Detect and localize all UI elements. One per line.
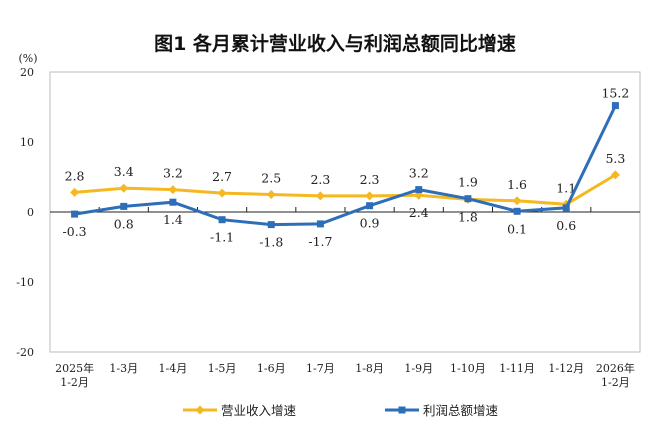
data-point bbox=[119, 183, 129, 193]
data-label: 2.7 bbox=[212, 169, 232, 184]
x-tick-label: 1-2月 bbox=[601, 376, 630, 389]
data-label: 1.4 bbox=[163, 212, 183, 227]
data-point bbox=[169, 198, 177, 206]
data-point bbox=[217, 188, 227, 198]
x-tick-label: 1-8月 bbox=[355, 362, 384, 375]
data-point bbox=[120, 202, 128, 210]
data-label: 2.8 bbox=[65, 168, 85, 183]
y-tick-label: -10 bbox=[16, 276, 34, 289]
data-point bbox=[365, 191, 375, 201]
y-tick-label: 0 bbox=[27, 206, 34, 219]
data-label: 0.8 bbox=[114, 216, 134, 231]
y-tick-label: 20 bbox=[20, 66, 34, 79]
legend-label: 营业收入增速 bbox=[221, 403, 297, 418]
x-tick-label: 1-9月 bbox=[404, 362, 433, 375]
data-point bbox=[464, 195, 472, 203]
chart-title: 图1 各月累计营业收入与利润总额同比增速 bbox=[154, 32, 516, 55]
data-label: 0.6 bbox=[556, 218, 576, 233]
data-label: 2.5 bbox=[261, 171, 281, 186]
data-label: -1.8 bbox=[259, 235, 283, 250]
series-line-1 bbox=[74, 104, 617, 227]
data-label: 1.1 bbox=[556, 180, 576, 195]
data-label: 2.3 bbox=[360, 172, 380, 187]
data-label: 15.2 bbox=[601, 86, 629, 101]
data-point bbox=[366, 202, 374, 210]
data-label: 3.2 bbox=[409, 166, 429, 181]
legend-marker bbox=[195, 405, 205, 415]
x-tick-label: 1-10月 bbox=[450, 362, 486, 375]
x-tick-label: 1-4月 bbox=[159, 362, 188, 375]
data-point bbox=[610, 170, 620, 180]
data-label: 1.6 bbox=[507, 177, 527, 192]
data-point bbox=[218, 216, 226, 224]
legend-marker bbox=[398, 406, 406, 414]
data-label: 3.4 bbox=[114, 164, 134, 179]
series-line-0 bbox=[74, 173, 617, 206]
data-point bbox=[316, 220, 324, 228]
y-tick-label: 10 bbox=[20, 136, 34, 149]
legend-label: 利润总额增速 bbox=[423, 403, 499, 418]
data-point bbox=[611, 102, 619, 110]
data-label: 3.2 bbox=[163, 166, 183, 181]
data-point bbox=[415, 186, 423, 194]
data-point bbox=[267, 221, 275, 229]
data-label: 0.9 bbox=[360, 216, 380, 231]
data-point bbox=[266, 190, 276, 199]
data-label: -1.7 bbox=[308, 234, 332, 249]
data-point bbox=[315, 191, 325, 201]
data-label: -0.3 bbox=[63, 224, 87, 239]
data-label: 2.4 bbox=[409, 205, 429, 220]
data-point bbox=[512, 196, 522, 206]
y-tick-label: -20 bbox=[16, 346, 34, 359]
data-point bbox=[71, 210, 79, 218]
y-axis-unit: (%) bbox=[18, 52, 37, 65]
x-tick-label: 1-7月 bbox=[306, 362, 335, 375]
x-tick-label: 1-11月 bbox=[499, 362, 535, 375]
x-tick-label: 1-2月 bbox=[60, 376, 89, 389]
data-label: 2.3 bbox=[310, 172, 330, 187]
data-label: 1.9 bbox=[458, 175, 478, 190]
data-label: 0.1 bbox=[507, 221, 527, 236]
data-point bbox=[513, 207, 521, 215]
data-point bbox=[562, 204, 570, 212]
data-point bbox=[70, 187, 80, 197]
x-tick-label: 1-12月 bbox=[548, 362, 584, 375]
data-label: 5.3 bbox=[605, 151, 625, 166]
data-label: 1.8 bbox=[458, 209, 478, 224]
data-point bbox=[168, 185, 178, 195]
x-tick-label: 2026年 bbox=[596, 361, 635, 375]
x-tick-label: 1-3月 bbox=[109, 362, 138, 375]
x-tick-label: 2025年 bbox=[55, 361, 94, 375]
data-label: -1.1 bbox=[210, 230, 234, 245]
x-tick-label: 1-5月 bbox=[208, 362, 237, 375]
x-tick-label: 1-6月 bbox=[257, 362, 286, 375]
